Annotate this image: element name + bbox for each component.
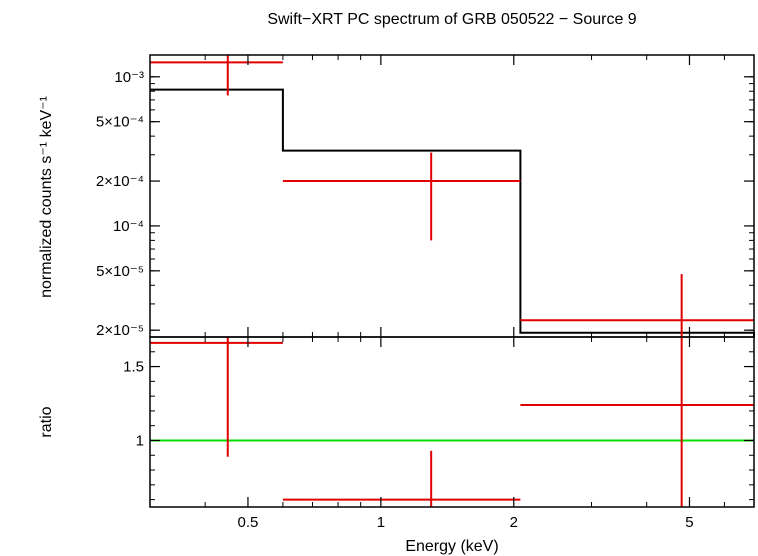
- x-axis-label: Energy (keV): [405, 538, 498, 555]
- panel-frame-ratio: [149, 336, 755, 508]
- x-tick-label-3: 5: [685, 514, 693, 531]
- x-tick-label-1: 1: [377, 514, 385, 531]
- y-tick-label-spectrum-1: 5×10⁻⁴: [96, 114, 144, 131]
- y-tick-label-spectrum-5: 2×10⁻⁵: [96, 322, 144, 339]
- plot-layer: 10⁻³ 5×10⁻⁴ 2×10⁻⁴ 10⁻⁴ 5×10⁻⁵ 2×10⁻⁵ 1 1.5 0.5 1…: [96, 54, 755, 531]
- panel-frame-spectrum: [149, 54, 755, 338]
- model-step-line: [150, 88, 755, 337]
- y-axis-label-ratio: ratio: [38, 406, 55, 437]
- y-tick-label-ratio-0: 1: [136, 432, 144, 449]
- x-tick-label-0: 0.5: [238, 514, 259, 531]
- y-tick-label-spectrum-2: 2×10⁻⁴: [96, 173, 144, 190]
- x-tick-label-2: 2: [510, 514, 518, 531]
- chart-title: Swift−XRT PC spectrum of GRB 050522 − So…: [267, 11, 636, 28]
- y-tick-label-spectrum-3: 10⁻⁴: [113, 218, 144, 235]
- y-tick-label-ratio-1: 1.5: [123, 359, 144, 376]
- y-axis-label-spectrum: normalized counts s⁻¹ keV⁻¹: [38, 96, 55, 298]
- y-tick-label-spectrum-4: 5×10⁻⁵: [96, 263, 144, 280]
- y-tick-label-spectrum-0: 10⁻³: [114, 69, 144, 86]
